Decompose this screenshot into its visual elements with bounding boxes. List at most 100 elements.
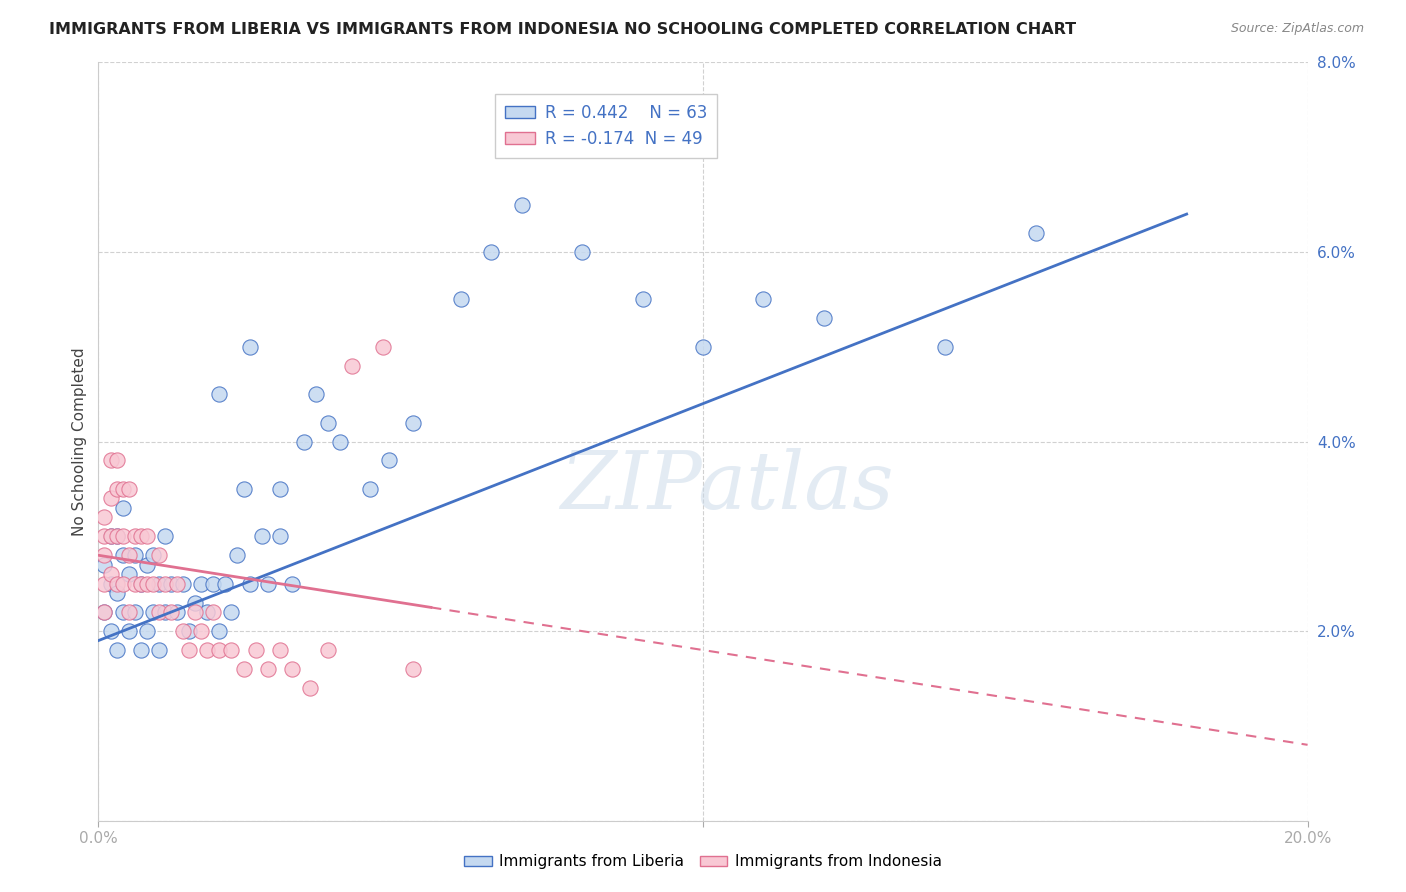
Point (124, 605, 146, 619)
Point (153, 576, 176, 591)
Point (148, 605, 170, 619)
Text: ZIPatlas: ZIPatlas (561, 449, 894, 525)
Point (93, 529, 115, 543)
Point (481, 244, 503, 259)
Point (129, 576, 152, 591)
Point (105, 529, 128, 543)
Point (105, 453, 128, 467)
Point (111, 529, 134, 543)
Point (813, 311, 835, 326)
Point (105, 482, 128, 496)
Point (221, 605, 243, 619)
Point (153, 605, 176, 619)
Point (118, 605, 141, 619)
Point (208, 624, 231, 639)
Point (232, 662, 254, 676)
Point (316, 416, 339, 430)
Point (111, 576, 134, 591)
Point (105, 576, 128, 591)
Point (93, 605, 115, 619)
Point (166, 605, 188, 619)
Point (100, 567, 122, 582)
Point (190, 624, 212, 639)
Point (118, 548, 141, 563)
Point (179, 643, 201, 657)
Point (100, 576, 122, 591)
Point (208, 387, 231, 401)
Point (305, 387, 328, 401)
Point (100, 624, 122, 639)
Point (281, 576, 304, 591)
Text: IMMIGRANTS FROM LIBERIA VS IMMIGRANTS FROM INDONESIA NO SCHOOLING COMPLETED CORR: IMMIGRANTS FROM LIBERIA VS IMMIGRANTS FR… (49, 22, 1077, 37)
Point (124, 576, 146, 591)
Point (124, 529, 146, 543)
Point (377, 453, 399, 467)
Point (342, 359, 364, 373)
Point (184, 605, 207, 619)
Point (226, 548, 249, 563)
Point (129, 576, 152, 591)
Text: Source: ZipAtlas.com: Source: ZipAtlas.com (1230, 22, 1364, 36)
Point (934, 340, 956, 354)
Point (631, 293, 654, 307)
Point (256, 576, 278, 591)
Point (160, 605, 183, 619)
Point (148, 576, 170, 591)
Point (111, 605, 134, 619)
Point (571, 244, 593, 259)
Point (232, 482, 254, 496)
Point (148, 548, 170, 563)
Point (292, 434, 315, 449)
Point (135, 624, 157, 639)
Point (316, 643, 339, 657)
Point (111, 500, 134, 515)
Point (256, 662, 278, 676)
Point (190, 576, 212, 591)
Point (329, 434, 352, 449)
Legend: Immigrants from Liberia, Immigrants from Indonesia: Immigrants from Liberia, Immigrants from… (458, 848, 948, 875)
Point (239, 340, 262, 354)
Point (269, 482, 291, 496)
Point (281, 662, 304, 676)
Point (135, 576, 157, 591)
Point (111, 548, 134, 563)
Point (450, 293, 472, 307)
Point (184, 596, 207, 610)
Point (100, 491, 122, 506)
Point (202, 576, 225, 591)
Point (118, 624, 141, 639)
Point (402, 416, 425, 430)
Point (202, 605, 225, 619)
Point (111, 482, 134, 496)
Point (129, 529, 152, 543)
Point (148, 643, 170, 657)
Point (239, 576, 262, 591)
Point (105, 586, 128, 600)
Legend: R = 0.442    N = 63, R = -0.174  N = 49: R = 0.442 N = 63, R = -0.174 N = 49 (495, 94, 717, 158)
Point (172, 624, 194, 639)
Point (135, 529, 157, 543)
Point (692, 340, 714, 354)
Point (142, 605, 165, 619)
Point (371, 340, 394, 354)
Point (135, 558, 157, 572)
Point (360, 482, 382, 496)
Point (245, 643, 267, 657)
Point (118, 482, 141, 496)
Point (129, 643, 152, 657)
Point (195, 643, 218, 657)
Point (402, 662, 425, 676)
Point (160, 576, 183, 591)
Point (172, 576, 194, 591)
Point (250, 529, 273, 543)
Point (752, 293, 775, 307)
Point (105, 643, 128, 657)
Point (100, 529, 122, 543)
Point (214, 576, 236, 591)
Point (195, 605, 218, 619)
Point (93, 558, 115, 572)
Point (179, 624, 201, 639)
Point (142, 548, 165, 563)
Point (299, 681, 322, 695)
Point (510, 197, 533, 211)
